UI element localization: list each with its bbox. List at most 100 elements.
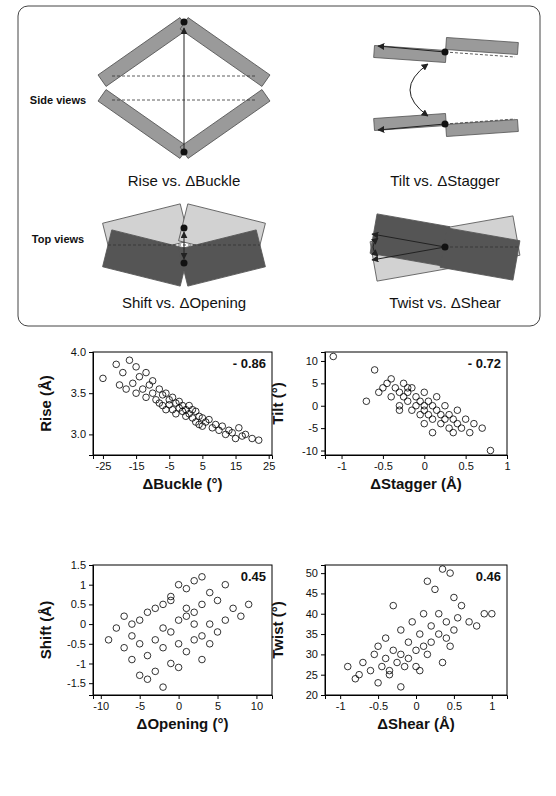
y-axis-line [321,353,326,456]
arrow [184,232,185,259]
x-tick: -5 [135,695,145,712]
x-axis: -10-50510 [93,695,272,712]
point [367,667,374,674]
y-tick-mark [89,434,93,435]
points [344,566,495,690]
x-tick: -0.5 [374,455,393,472]
y-tick-mark [321,573,325,574]
point [152,668,159,675]
point [390,602,397,609]
y-tick-label: -1.5 [67,677,86,689]
point [435,610,442,617]
x-tick-mark [416,695,417,699]
point [394,659,401,666]
point [136,617,143,624]
rise-buckle-sketch [98,18,270,159]
y-tick: 20 [306,689,325,701]
y-tick-label: 30 [306,648,318,660]
y-tick-label: 1.5 [71,559,86,571]
x-tick-mark [340,695,341,699]
point [405,655,412,662]
dashed-guide [445,52,515,57]
point [371,367,378,374]
point [143,394,150,401]
point [489,610,496,617]
y-tick: 50 [306,567,325,579]
y-tick: -0.5 [67,638,93,650]
base-plate [103,230,190,286]
x-axis: -1-0.500.51 [326,455,511,472]
x-tick: 5 [215,695,221,712]
y-tick-mark [89,565,93,566]
point [230,605,237,612]
y-tick: 25 [306,669,325,681]
point [183,613,190,620]
point [219,423,226,430]
correlation-label: 0.46 [476,569,501,584]
x-tick: 25 [263,455,275,472]
y-tick-label: 45 [306,587,318,599]
x-tick-label: 1 [504,460,510,472]
x-tick: -15 [129,455,145,472]
y-tick: 5 [312,377,325,389]
x-tick-label: 5 [215,700,221,712]
y-tick-label: 40 [306,608,318,620]
y-tick-label: -5 [308,422,318,434]
point [144,652,151,659]
point [149,390,156,397]
point [432,586,439,593]
point [245,601,252,608]
point [175,664,182,671]
point [413,393,420,400]
x-tick-label: 1 [489,700,495,712]
y-tick-mark [321,428,325,429]
diagram-label: Twist vs. ΔShear [389,294,501,311]
x-axis-title: ΔStagger (Å) [370,475,462,492]
point [451,627,458,634]
point [168,593,175,600]
x-tick: -25 [95,455,111,472]
point [417,411,424,418]
y-tick: 0 [312,400,325,412]
point [409,407,416,414]
diagram-label: Shift vs. ΔOpening [122,294,246,311]
point [428,639,435,646]
x-tick-mark [169,455,170,459]
point [179,402,186,409]
scatter-panel: -1-0.500.5120253035404550ΔShear (Å)Twist… [269,565,508,732]
point [199,601,206,608]
point [113,361,120,368]
base-plate [446,120,519,137]
y-tick: 3.0 [71,428,93,440]
y-tick-label: 3.5 [71,387,86,399]
point [133,364,140,371]
point [160,644,167,651]
point [442,402,449,409]
point [169,406,176,413]
x-tick-mark [269,455,270,459]
pivot-dot [181,260,188,267]
point [380,385,387,392]
point [433,407,440,414]
point [396,389,403,396]
pivot-dot [442,244,449,251]
y-tick-label: -1 [76,658,86,670]
point [191,609,198,616]
point [214,597,221,604]
correlation-label: 0.45 [241,569,266,584]
point [435,631,442,638]
point [168,629,175,636]
x-tick: 5 [200,455,206,472]
x-tick-mark [378,695,379,699]
y-axis-line [321,566,326,696]
point [481,610,488,617]
x-tick: 0.5 [447,695,462,712]
x-tick-label: 0 [422,460,428,472]
x-tick: -1 [337,455,347,472]
y-tick: -1.5 [67,677,93,689]
y-tick: 35 [306,628,325,640]
point [404,398,411,405]
diagram-frame [18,6,540,326]
scatter-panel: -25-15-5515253.03.54.0ΔBuckle (°)Rise (Å… [37,346,275,492]
x-tick-mark [342,455,343,459]
